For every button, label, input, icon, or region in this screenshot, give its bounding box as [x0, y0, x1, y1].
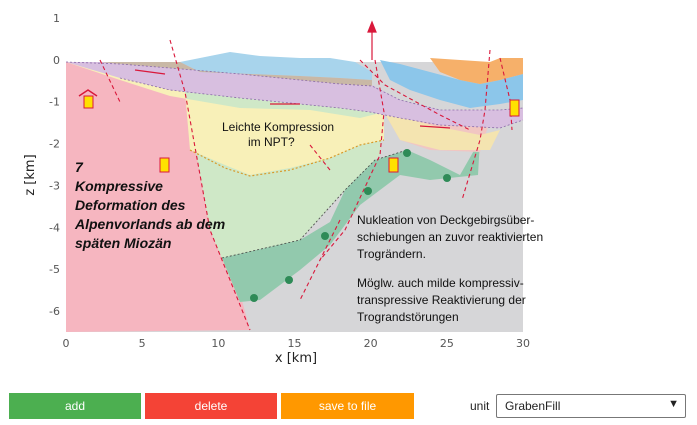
y-tick-label: 1	[53, 12, 60, 25]
molasse-yellow	[66, 62, 384, 175]
green-dot	[443, 174, 451, 182]
orange-cover	[430, 58, 523, 84]
unit-select-value: GrabenFill	[505, 399, 561, 413]
molasse-yellow-right	[384, 112, 500, 150]
x-axis-label: x [km]	[275, 351, 317, 366]
reactivation-note-line: Mögl​w. auch milde kompressiv-	[357, 276, 524, 290]
compression-note-line: im NPT?	[248, 135, 295, 149]
fault-line	[319, 59, 385, 261]
y-tick-label: -1	[49, 96, 60, 109]
stage-title-line: Kompressive	[75, 178, 163, 194]
reactivation-note-line: transpressive Reaktivierung der	[357, 293, 526, 307]
arrow-right	[134, 69, 166, 75]
y-tick-label: -2	[49, 138, 60, 151]
house-icon	[78, 89, 98, 97]
green-dot	[285, 276, 293, 284]
fault-line	[461, 49, 491, 201]
chevron-down-icon: ▼	[668, 398, 679, 410]
fault-lines	[99, 39, 513, 331]
nucleation-note-line: Trogrändern.	[357, 247, 426, 261]
tan-band	[100, 62, 372, 86]
nucleation-note-line: Nukleation von Deckgebirgsüber-	[357, 213, 534, 227]
arrow-head	[367, 20, 377, 33]
unit-label: unit	[470, 399, 490, 413]
stress-icon	[159, 157, 170, 173]
x-axis: 0 5 10 15 20 25 30	[63, 337, 531, 350]
boundary-line	[221, 149, 408, 259]
x-tick-label: 30	[516, 337, 530, 350]
y-tick-label: 0	[53, 54, 60, 67]
y-tick-label: -5	[49, 263, 60, 276]
y-axis-label: z [km]	[23, 154, 38, 195]
toolbar: add delete save to file unit GrabenFill …	[0, 393, 697, 421]
green-dot	[250, 294, 258, 302]
green-dot	[403, 149, 411, 157]
green-dot	[364, 187, 372, 195]
nucleation-points	[250, 149, 451, 302]
reactivation-note-line: Trograndstörungen	[357, 310, 459, 324]
x-tick-label: 10	[211, 337, 225, 350]
x-tick-label: 15	[288, 337, 302, 350]
x-tick-label: 5	[139, 337, 146, 350]
y-axis: 1 0 -1 -2 -3 -4 -5 -6	[49, 12, 60, 318]
delete-button[interactable]: delete	[145, 393, 277, 419]
save-to-file-button[interactable]: save to file	[281, 393, 414, 419]
x-tick-label: 20	[364, 337, 378, 350]
add-button[interactable]: add	[9, 393, 141, 419]
fault-line	[169, 39, 251, 331]
stage-title-line: Alpenvorlands ab dem	[74, 216, 225, 232]
x-tick-label: 0	[63, 337, 70, 350]
stress-icon	[388, 157, 399, 173]
stress-icon	[509, 99, 520, 117]
stage-title-line: späten Miozän	[75, 235, 171, 251]
geological-section	[65, 20, 524, 332]
nucleation-note-line: schiebungen an zuvor reaktivierten	[357, 230, 543, 244]
fault-line	[359, 59, 471, 131]
y-tick-label: -4	[49, 221, 60, 234]
boundary-line	[119, 77, 524, 129]
x-tick-label: 25	[440, 337, 454, 350]
compression-note-line: Leichte Kompression	[222, 120, 334, 134]
fault-line	[309, 144, 331, 171]
green-dot	[321, 232, 329, 240]
cross-section-plot[interactable]: 7 Kompressive Deformation des Alpenvorla…	[0, 0, 697, 380]
y-tick-label: -3	[49, 179, 60, 192]
fault-line	[99, 59, 121, 103]
unit-select[interactable]: GrabenFill ▼	[496, 394, 686, 418]
stage-title-line: 7	[75, 159, 84, 175]
purple-layer	[66, 62, 523, 128]
blue-cover-right	[380, 60, 523, 108]
boundary-line	[189, 139, 385, 177]
graben-fill-dark	[222, 140, 480, 302]
arrow-right	[419, 125, 451, 129]
crystalline-block	[66, 62, 250, 332]
stress-symbols	[78, 89, 520, 173]
stress-icon	[83, 95, 94, 109]
y-tick-label: -6	[49, 305, 60, 318]
movement-arrows	[134, 20, 451, 129]
stage-title-line: Deformation des	[75, 197, 186, 213]
